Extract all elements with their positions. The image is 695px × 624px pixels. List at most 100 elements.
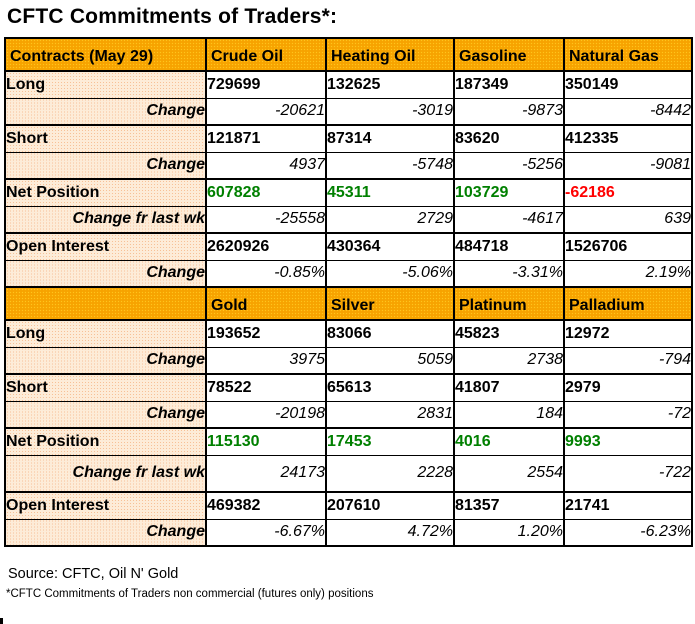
data-cell: 4016: [453, 427, 565, 456]
data-cell: -3019: [325, 97, 455, 126]
row-label: Change fr last wk: [4, 205, 207, 234]
data-cell: -72: [563, 400, 693, 429]
footnote: *CFTC Commitments of Traders non commerc…: [6, 588, 374, 600]
table-row: Short 78522 65613 41807 2979: [4, 373, 693, 402]
table-row: Change -20198 2831 184 -72: [4, 400, 693, 429]
section-header-label: Contracts (May 29): [4, 37, 207, 72]
data-cell: 193652: [205, 319, 327, 348]
data-cell: 2554: [453, 454, 565, 493]
data-cell: 350149: [563, 70, 693, 99]
row-label: Short: [4, 373, 207, 402]
row-label: Change fr last wk: [4, 454, 207, 493]
data-cell: 430364: [325, 232, 455, 261]
data-cell: 41807: [453, 373, 565, 402]
data-cell: 2729: [325, 205, 455, 234]
data-cell: -794: [563, 346, 693, 375]
table-row: Open Interest 469382 207610 81357 21741: [4, 491, 693, 520]
table-row: Net Position 115130 17453 4016 9993: [4, 427, 693, 456]
data-cell: 484718: [453, 232, 565, 261]
data-cell: 2620926: [205, 232, 327, 261]
table-row: Change 3975 5059 2738 -794: [4, 346, 693, 375]
row-label: Net Position: [4, 178, 207, 207]
data-cell: 184: [453, 400, 565, 429]
data-cell: 65613: [325, 373, 455, 402]
data-cell: -0.85%: [205, 259, 327, 288]
row-label: Change: [4, 259, 207, 288]
data-cell: -722: [563, 454, 693, 493]
row-label: Change: [4, 97, 207, 126]
column-header: Silver: [325, 286, 455, 321]
data-cell: -62186: [563, 178, 693, 207]
data-cell: -5.06%: [325, 259, 455, 288]
table-row: Change -6.67% 4.72% 1.20% -6.23%: [4, 518, 693, 547]
section-header-row: Gold Silver Platinum Palladium: [4, 286, 693, 321]
row-label: Open Interest: [4, 232, 207, 261]
column-header: Platinum: [453, 286, 565, 321]
section-header-row: Contracts (May 29) Crude Oil Heating Oil Ga…: [4, 37, 693, 72]
row-label: Net Position: [4, 427, 207, 456]
data-cell: -20621: [205, 97, 327, 126]
data-cell: 45311: [325, 178, 455, 207]
table-row: Change -0.85% -5.06% -3.31% 2.19%: [4, 259, 693, 288]
row-label: Change: [4, 151, 207, 180]
column-header: Palladium: [563, 286, 693, 321]
row-label: Short: [4, 124, 207, 153]
data-cell: 24173: [205, 454, 327, 493]
data-cell: -9081: [563, 151, 693, 180]
column-header: Gasoline: [453, 37, 565, 72]
data-cell: 2738: [453, 346, 565, 375]
data-cell: -25558: [205, 205, 327, 234]
table-row: Long 193652 83066 45823 12972: [4, 319, 693, 348]
column-header: Gold: [205, 286, 327, 321]
data-cell: 607828: [205, 178, 327, 207]
table-row: Short 121871 87314 83620 412335: [4, 124, 693, 153]
data-cell: 103729: [453, 178, 565, 207]
data-cell: -8442: [563, 97, 693, 126]
data-cell: 83066: [325, 319, 455, 348]
column-header: Heating Oil: [325, 37, 455, 72]
data-cell: 17453: [325, 427, 455, 456]
table-row: Change -20621 -3019 -9873 -8442: [4, 97, 693, 126]
data-cell: -9873: [453, 97, 565, 126]
table-row: Open Interest 2620926 430364 484718 1526706: [4, 232, 693, 261]
data-cell: 729699: [205, 70, 327, 99]
source-text: Source: CFTC, Oil N' Gold: [8, 566, 179, 582]
data-cell: 9993: [563, 427, 693, 456]
data-cell: 412335: [563, 124, 693, 153]
cot-table: Contracts (May 29) Crude Oil Heating Oil Ga…: [4, 37, 693, 547]
data-cell: 45823: [453, 319, 565, 348]
data-cell: 2979: [563, 373, 693, 402]
data-cell: 1526706: [563, 232, 693, 261]
data-cell: 87314: [325, 124, 455, 153]
table-row: Net Position 607828 45311 103729 -62186: [4, 178, 693, 207]
data-cell: 78522: [205, 373, 327, 402]
data-cell: 2831: [325, 400, 455, 429]
data-cell: 121871: [205, 124, 327, 153]
table-row: Change fr last wk -25558 2729 -4617 639: [4, 205, 693, 234]
data-cell: 83620: [453, 124, 565, 153]
data-cell: 207610: [325, 491, 455, 520]
data-cell: -3.31%: [453, 259, 565, 288]
data-cell: -5748: [325, 151, 455, 180]
data-cell: 5059: [325, 346, 455, 375]
data-cell: 4.72%: [325, 518, 455, 547]
table-row: Long 729699 132625 187349 350149: [4, 70, 693, 99]
data-cell: 132625: [325, 70, 455, 99]
page-title: CFTC Commitments of Traders*:: [7, 5, 338, 28]
data-cell: 115130: [205, 427, 327, 456]
data-cell: -6.67%: [205, 518, 327, 547]
image-artifact: [0, 618, 3, 624]
row-label: Change: [4, 346, 207, 375]
data-cell: 2.19%: [563, 259, 693, 288]
data-cell: 12972: [563, 319, 693, 348]
column-header: Natural Gas: [563, 37, 693, 72]
data-cell: 2228: [325, 454, 455, 493]
data-cell: 81357: [453, 491, 565, 520]
data-cell: -6.23%: [563, 518, 693, 547]
data-cell: 187349: [453, 70, 565, 99]
row-label: Change: [4, 400, 207, 429]
data-cell: 1.20%: [453, 518, 565, 547]
data-cell: 21741: [563, 491, 693, 520]
table-row: Change 4937 -5748 -5256 -9081: [4, 151, 693, 180]
data-cell: -4617: [453, 205, 565, 234]
